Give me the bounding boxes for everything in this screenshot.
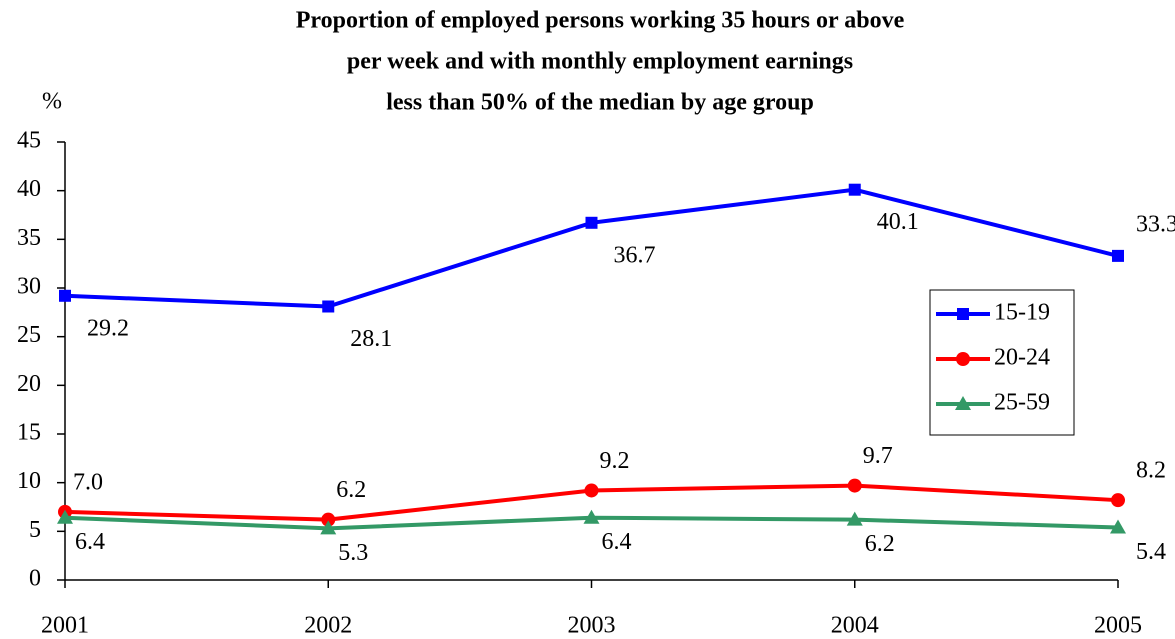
data-label: 6.4 [602, 529, 632, 555]
data-label: 8.2 [1136, 458, 1166, 484]
y-tick-label: 25 [17, 322, 41, 348]
y-tick-label: 0 [29, 566, 41, 592]
data-label: 6.2 [865, 531, 895, 557]
chart-title: Proportion of employed persons working 3… [296, 8, 905, 34]
data-label: 5.3 [338, 540, 368, 566]
marker [846, 511, 863, 526]
x-tick-label: 2005 [1094, 613, 1142, 639]
data-label: 9.7 [863, 443, 893, 469]
data-label: 40.1 [877, 209, 919, 235]
marker [59, 289, 71, 302]
data-label: 5.4 [1136, 539, 1166, 565]
line [64, 187, 1119, 309]
data-label: 9.2 [600, 448, 630, 474]
chart-title: less than 50% of the median by age group [386, 90, 814, 116]
x-tick-label: 2002 [304, 613, 352, 639]
y-tick-label: 40 [17, 176, 41, 202]
marker [321, 512, 336, 527]
data-label: 7.0 [73, 469, 103, 495]
data-label: 28.1 [350, 326, 392, 352]
marker [584, 483, 599, 498]
data-label: 33.3 [1136, 211, 1175, 237]
y-tick-label: 35 [17, 225, 41, 251]
data-label: 6.2 [336, 477, 366, 503]
x-tick-label: 2003 [568, 613, 616, 639]
y-tick-label: 45 [17, 128, 41, 154]
legend-label: 15-19 [994, 300, 1050, 326]
marker [583, 509, 600, 524]
marker [847, 478, 862, 493]
y-tick-label: 5 [29, 517, 41, 543]
chart-title: per week and with monthly employment ear… [347, 49, 853, 75]
x-tick-label: 2004 [831, 613, 879, 639]
x-tick-label: 2001 [41, 613, 89, 639]
legend-label: 25-59 [994, 390, 1050, 416]
legend-label: 20-24 [994, 345, 1050, 371]
legend-marker [955, 396, 971, 410]
y-tick-label: 10 [17, 468, 41, 494]
y-tick-label: 30 [17, 274, 41, 300]
marker [1111, 493, 1125, 508]
data-label: 29.2 [87, 315, 129, 341]
y-axis-label: % [42, 89, 62, 115]
marker [848, 183, 861, 196]
legend-marker [956, 352, 970, 366]
data-label: 36.7 [614, 242, 656, 268]
legend-marker [957, 308, 969, 320]
y-tick-label: 15 [17, 420, 41, 446]
y-tick-label: 20 [17, 371, 41, 397]
marker [585, 216, 598, 229]
data-label: 6.4 [75, 529, 105, 555]
marker [57, 509, 73, 524]
marker [1110, 519, 1126, 534]
marker [1112, 249, 1124, 262]
marker [320, 520, 337, 535]
marker [322, 300, 335, 313]
